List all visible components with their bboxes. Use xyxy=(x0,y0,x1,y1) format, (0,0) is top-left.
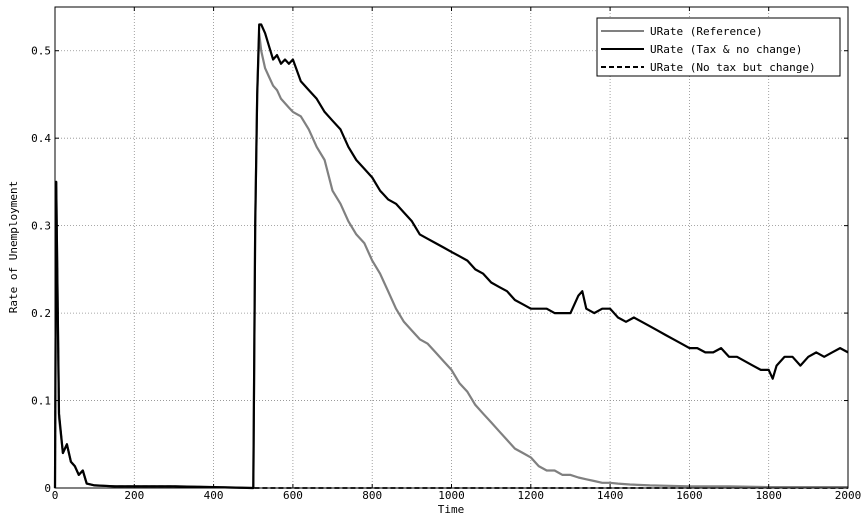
y-tick-label: 0.3 xyxy=(31,220,51,233)
y-tick-label: 0.2 xyxy=(31,307,51,320)
x-tick-label: 1600 xyxy=(676,489,703,502)
legend: URate (Reference) URate (Tax & no change)… xyxy=(596,17,841,77)
x-tick-label: 800 xyxy=(362,489,382,502)
x-tick-label: 1800 xyxy=(755,489,782,502)
y-tick-label: 0.5 xyxy=(31,45,51,58)
y-tick-label: 0.1 xyxy=(31,395,51,408)
x-tick-label: 400 xyxy=(204,489,224,502)
x-tick-label: 1200 xyxy=(518,489,545,502)
series-line-1 xyxy=(53,23,849,490)
x-axis-ticks: 0 200 400 600 800 1000 1200 1400 1600 1800 2000 xyxy=(52,7,862,502)
x-tick-label: 2000 xyxy=(835,489,862,502)
grid xyxy=(55,7,848,488)
series-line-0 xyxy=(53,32,848,490)
y-tick-label: 0.4 xyxy=(31,132,51,145)
x-axis-label: Time xyxy=(438,503,465,516)
y-tick-label: 0 xyxy=(44,482,51,495)
y-axis-ticks: 0 0.1 0.2 0.3 0.4 0.5 xyxy=(31,45,848,495)
legend-label-0: URate (Reference) xyxy=(650,25,763,38)
x-tick-label: 1000 xyxy=(438,489,465,502)
x-tick-label: 200 xyxy=(124,489,144,502)
legend-label-2: URate (No tax but change) xyxy=(650,61,816,74)
x-tick-label: 1400 xyxy=(597,489,624,502)
x-tick-label: 600 xyxy=(283,489,303,502)
x-tick-label: 0 xyxy=(52,489,59,502)
y-axis-label: Rate of Unemployment xyxy=(7,181,20,313)
legend-label-1: URate (Tax & no change) xyxy=(650,43,802,56)
